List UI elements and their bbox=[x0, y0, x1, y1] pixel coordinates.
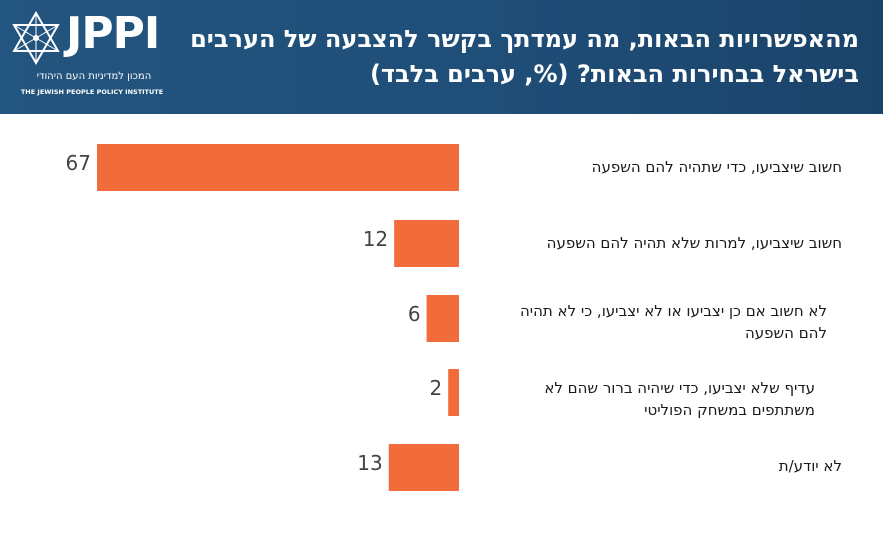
category-label-2: לא חשוב אם כן יצביעו או לא יצביעו, כי לא… bbox=[519, 302, 827, 342]
category-label-3: עדיף שלא יצביעו, כדי שיהיה ברור שהם לא מ… bbox=[544, 379, 815, 419]
bar-0 bbox=[97, 144, 459, 191]
chart-header: JPPI המכון למדיניות העם היהודי THE JEWIS… bbox=[0, 0, 883, 114]
star-of-david-icon bbox=[12, 11, 60, 65]
value-label-4: 13 bbox=[357, 451, 383, 475]
logo-hebrew-name: המכון למדיניות העם היהודי bbox=[36, 71, 152, 82]
value-label-0: 67 bbox=[65, 151, 91, 175]
value-label-1: 12 bbox=[362, 227, 389, 251]
value-label-2: 6 bbox=[407, 302, 421, 326]
bar-1 bbox=[394, 220, 459, 267]
category-label-1: חשוב שיצביעו, למרות שלא תהיה להם השפעה bbox=[546, 234, 842, 252]
bar-4 bbox=[388, 444, 459, 491]
jppi-logo: JPPI המכון למדיניות העם היהודי THE JEWIS… bbox=[10, 8, 170, 104]
category-label-0: חשוב שיצביעו, כדי שתהיה להם השפעה bbox=[591, 158, 842, 176]
logo-english-name: THE JEWISH PEOPLE POLICY INSTITUTE bbox=[20, 88, 164, 96]
bar-3 bbox=[448, 369, 459, 416]
logo-wordmark: JPPI bbox=[66, 8, 160, 59]
bar-2 bbox=[426, 295, 459, 342]
value-label-3: 2 bbox=[429, 376, 443, 400]
category-label-4: לא יודע/ת bbox=[778, 457, 842, 475]
chart-title: מהאפשרויות הבאות, מה עמדתך בקשר להצבעה ש… bbox=[190, 25, 859, 88]
